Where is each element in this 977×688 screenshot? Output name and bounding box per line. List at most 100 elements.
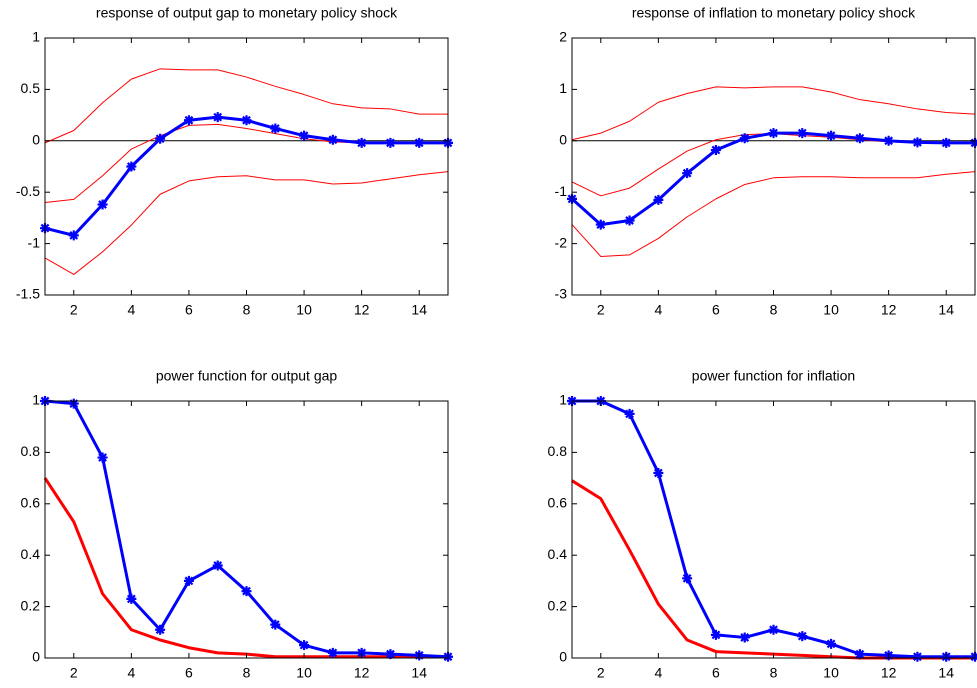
y-tick-label: -3 xyxy=(555,286,568,302)
marker xyxy=(826,130,837,141)
x-tick-label: 10 xyxy=(823,665,839,681)
x-tick-label: 14 xyxy=(411,665,427,681)
marker xyxy=(241,115,252,126)
marker xyxy=(126,593,137,604)
y-tick-label: 0 xyxy=(32,649,40,665)
y-tick-label: 2 xyxy=(559,29,567,45)
x-tick-label: 12 xyxy=(354,302,370,318)
y-tick-label: 0.8 xyxy=(548,443,568,459)
x-tick-label: 12 xyxy=(354,665,370,681)
marker xyxy=(97,452,108,463)
x-tick-label: 10 xyxy=(296,665,312,681)
marker xyxy=(739,632,750,643)
marker xyxy=(797,128,808,139)
x-tick-label: 6 xyxy=(712,665,720,681)
marker xyxy=(710,145,721,156)
x-tick-label: 14 xyxy=(411,302,427,318)
y-tick-label: 0.4 xyxy=(548,546,568,562)
marker xyxy=(385,649,396,660)
y-tick-label: 0 xyxy=(32,132,40,148)
y-tick-label: -1 xyxy=(28,234,41,250)
y-tick-label: 1 xyxy=(32,392,40,408)
marker xyxy=(768,128,779,139)
marker xyxy=(155,624,166,635)
plot-area xyxy=(45,401,448,658)
x-tick-label: 4 xyxy=(127,665,135,681)
marker xyxy=(97,199,108,210)
marker xyxy=(299,130,310,141)
marker xyxy=(854,133,865,144)
marker xyxy=(414,137,425,148)
y-tick-label: -1 xyxy=(555,183,568,199)
marker xyxy=(912,137,923,148)
marker xyxy=(912,651,923,662)
chart-title: response of inflation to monetary policy… xyxy=(632,5,916,21)
x-tick-label: 10 xyxy=(823,302,839,318)
marker xyxy=(212,112,223,123)
marker xyxy=(356,137,367,148)
y-tick-label: 0.2 xyxy=(21,597,41,613)
y-tick-label: 0.8 xyxy=(21,443,41,459)
marker xyxy=(327,134,338,145)
x-tick-label: 8 xyxy=(243,302,251,318)
x-tick-label: 6 xyxy=(185,665,193,681)
y-tick-label: -0.5 xyxy=(16,183,40,199)
marker xyxy=(941,137,952,148)
marker xyxy=(653,467,664,478)
marker xyxy=(356,647,367,658)
x-tick-label: 2 xyxy=(597,665,605,681)
y-tick-label: 1 xyxy=(32,29,40,45)
marker xyxy=(653,194,664,205)
y-tick-label: -1.5 xyxy=(16,286,40,302)
marker xyxy=(768,624,779,635)
x-tick-label: 12 xyxy=(881,665,897,681)
series-line xyxy=(571,171,976,257)
y-tick-label: 0.2 xyxy=(548,597,568,613)
marker xyxy=(270,123,281,134)
marker xyxy=(624,215,635,226)
y-tick-label: -2 xyxy=(555,234,568,250)
x-tick-label: 6 xyxy=(185,302,193,318)
x-tick-label: 2 xyxy=(70,302,78,318)
marker xyxy=(624,408,635,419)
x-tick-label: 4 xyxy=(654,665,662,681)
marker xyxy=(710,629,721,640)
series-line xyxy=(44,68,448,144)
y-tick-label: 1 xyxy=(559,392,567,408)
marker xyxy=(299,640,310,651)
plot-area xyxy=(572,401,975,658)
x-tick-label: 14 xyxy=(938,665,954,681)
marker xyxy=(155,133,166,144)
marker xyxy=(854,649,865,660)
x-tick-label: 2 xyxy=(597,302,605,318)
marker xyxy=(183,115,194,126)
y-tick-label: 0 xyxy=(559,649,567,665)
chart-title: power function for output gap xyxy=(156,368,338,384)
x-tick-label: 10 xyxy=(296,302,312,318)
marker xyxy=(595,219,606,230)
x-tick-label: 4 xyxy=(127,302,135,318)
series-line xyxy=(44,171,449,275)
marker xyxy=(68,230,79,241)
marker xyxy=(682,573,693,584)
y-tick-label: 0.6 xyxy=(21,495,41,511)
x-tick-label: 8 xyxy=(770,665,778,681)
marker xyxy=(385,137,396,148)
x-tick-label: 8 xyxy=(243,665,251,681)
marker xyxy=(183,575,194,586)
y-tick-label: 0 xyxy=(559,132,567,148)
y-tick-label: 0.5 xyxy=(21,80,41,96)
x-tick-label: 12 xyxy=(881,302,897,318)
marker xyxy=(212,560,223,571)
series-line xyxy=(571,86,976,141)
x-tick-label: 6 xyxy=(712,302,720,318)
y-tick-label: 0.6 xyxy=(548,495,568,511)
chart-title: power function for inflation xyxy=(692,368,855,384)
marker xyxy=(797,631,808,642)
marker xyxy=(270,619,281,630)
x-tick-label: 14 xyxy=(938,302,954,318)
marker xyxy=(883,135,894,146)
marker xyxy=(126,161,137,172)
marker xyxy=(826,638,837,649)
